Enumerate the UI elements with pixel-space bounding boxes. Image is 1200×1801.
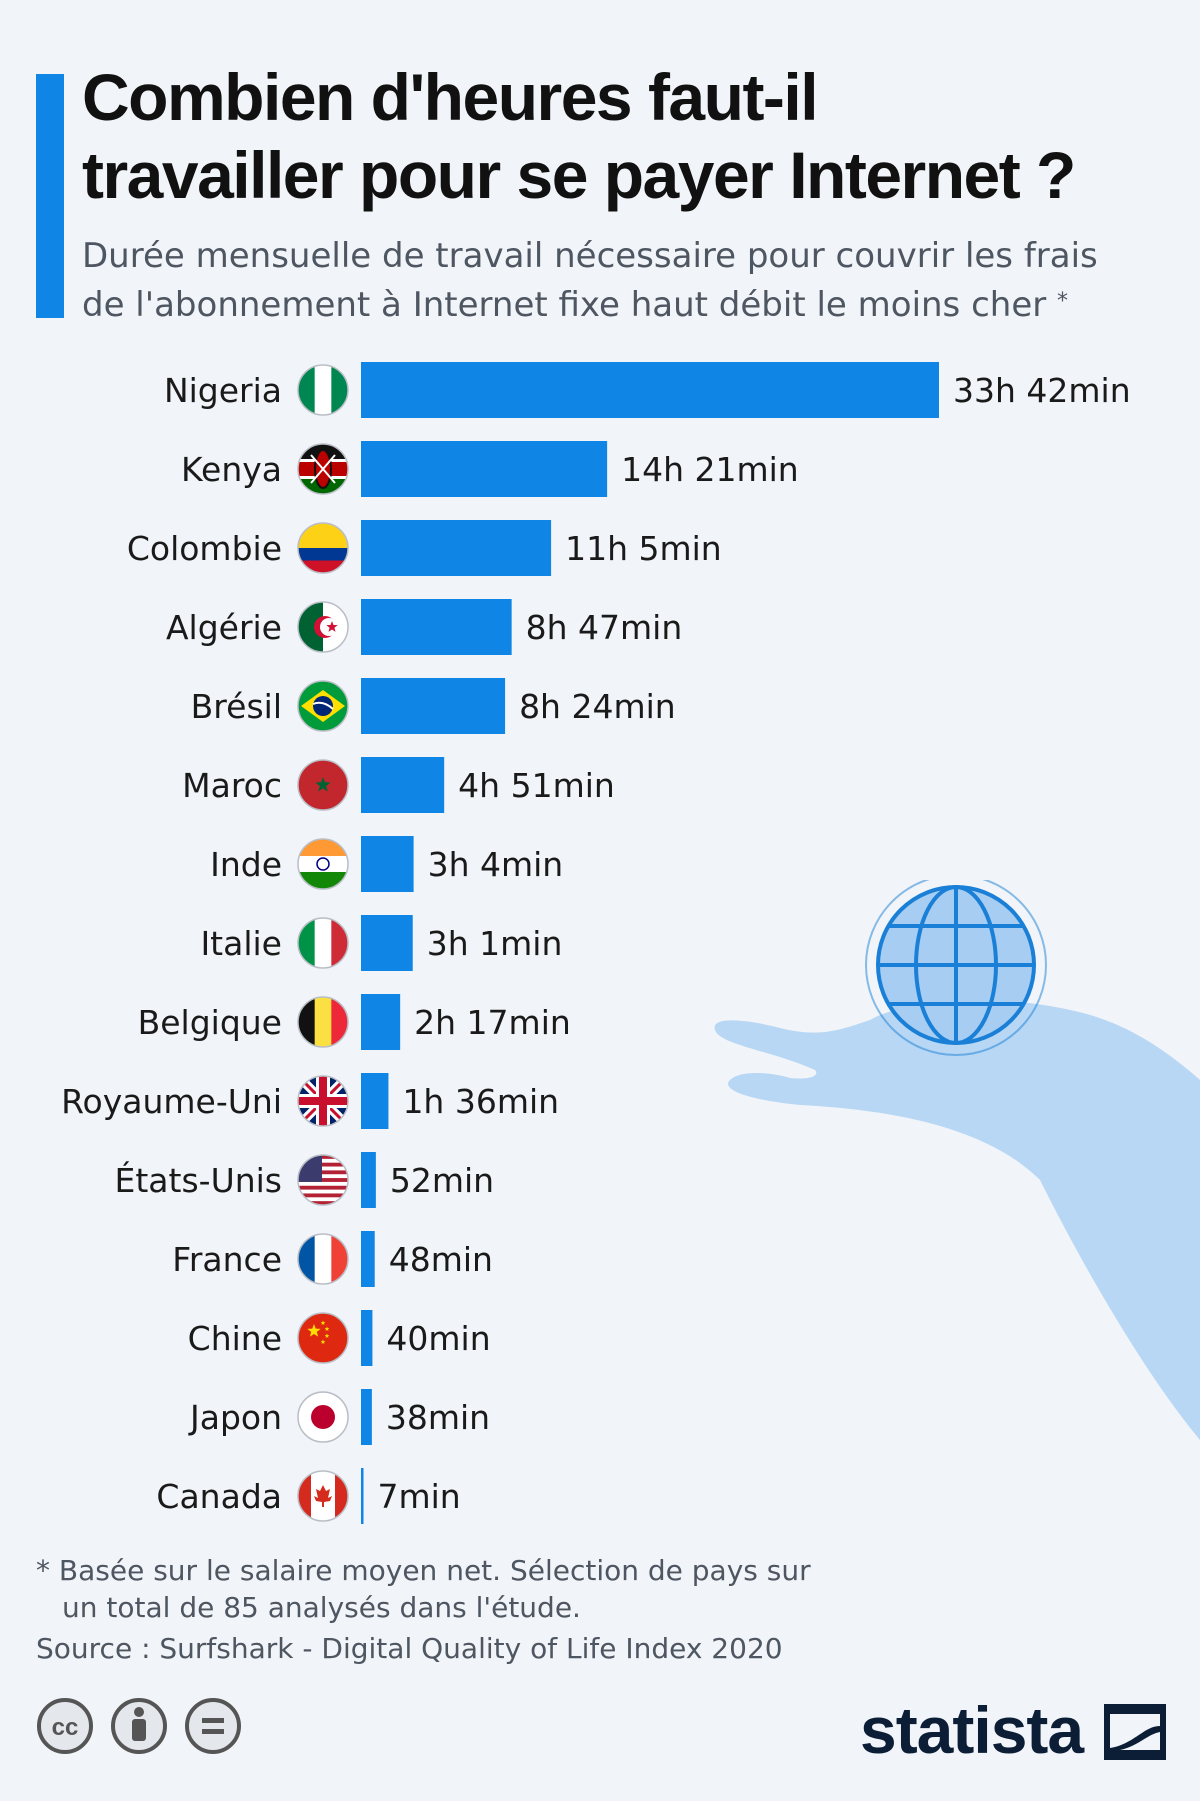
value-label-etats-unis: 52min: [390, 1161, 494, 1200]
bar-belgique: [361, 994, 401, 1050]
page-title: Combien d'heures faut-il travailler pour…: [82, 58, 1182, 214]
bar-kenya: [361, 441, 608, 497]
value-label-royaume-uni: 1h 36min: [402, 1082, 559, 1121]
value-label-inde: 3h 4min: [428, 845, 564, 884]
bar-algerie: [361, 599, 512, 655]
bar-chine: [361, 1310, 373, 1366]
value-label-belgique: 2h 17min: [414, 1003, 571, 1042]
country-label-chine: Chine: [188, 1319, 282, 1358]
country-label-canada: Canada: [156, 1477, 282, 1516]
bar-row-etats-unis: États-Unis 52min: [115, 1152, 494, 1208]
country-label-kenya: Kenya: [181, 450, 282, 489]
subtitle: Durée mensuelle de travail nécessaire po…: [82, 232, 1182, 330]
subtitle-asterisk: *: [1057, 289, 1069, 314]
bar-royaume-uni: [361, 1073, 389, 1129]
bar-italie: [361, 915, 413, 971]
flag-brazil-icon: [297, 680, 349, 732]
value-label-japon: 38min: [386, 1398, 490, 1437]
bar-row-inde: Inde 3h 4min: [210, 836, 563, 892]
country-label-colombie: Colombie: [127, 529, 282, 568]
svg-text:cc: cc: [52, 1714, 79, 1741]
value-label-bresil: 8h 24min: [519, 687, 676, 726]
statista-mark-icon: [1104, 1704, 1166, 1760]
accent-bar: [36, 74, 64, 318]
bar-france: [361, 1231, 375, 1287]
flag-china-icon: [297, 1312, 349, 1364]
country-label-etats-unis: États-Unis: [115, 1160, 282, 1200]
cc-icon[interactable]: cc: [37, 1698, 93, 1754]
statista-logo[interactable]: statista: [860, 1693, 1084, 1767]
flag-kenya-icon: [297, 443, 349, 495]
flag-usa-icon: [297, 1154, 349, 1206]
bar-row-nigeria: Nigeria 33h 42min: [164, 362, 1131, 418]
country-label-italie: Italie: [200, 924, 282, 963]
no-derivatives-icon[interactable]: [185, 1698, 241, 1754]
country-label-france: France: [172, 1240, 282, 1279]
value-label-italie: 3h 1min: [427, 924, 563, 963]
bar-row-italie: Italie 3h 1min: [200, 915, 562, 971]
flag-france-icon: [297, 1233, 349, 1285]
value-label-canada: 7min: [378, 1477, 461, 1516]
country-label-royaume-uni: Royaume-Uni: [61, 1082, 282, 1121]
country-label-japon: Japon: [188, 1398, 282, 1437]
bar-row-colombie: Colombie 11h 5min: [127, 520, 722, 576]
license-icons: cc: [37, 1698, 241, 1754]
bar-row-belgique: Belgique 2h 17min: [138, 994, 571, 1050]
bar-colombie: [361, 520, 552, 576]
bar-etats-unis: [361, 1152, 376, 1208]
country-label-belgique: Belgique: [138, 1003, 282, 1042]
subtitle-line-1: Durée mensuelle de travail nécessaire po…: [82, 236, 1098, 276]
source-text: Source : Surfshark - Digital Quality of …: [36, 1632, 783, 1665]
country-label-bresil: Brésil: [191, 687, 282, 726]
flag-nigeria-icon: [297, 364, 349, 416]
bar-inde: [361, 836, 414, 892]
bar-row-japon: Japon 38min: [188, 1389, 490, 1445]
subtitle-line-2-text: de l'abonnement à Internet fixe haut déb…: [82, 285, 1047, 325]
flag-italy-icon: [297, 917, 349, 969]
value-label-algerie: 8h 47min: [526, 608, 683, 647]
bar-canada: [361, 1468, 364, 1524]
country-label-algerie: Algérie: [166, 608, 282, 647]
value-label-nigeria: 33h 42min: [953, 371, 1131, 410]
value-label-maroc: 4h 51min: [458, 766, 615, 805]
bar-row-royaume-uni: Royaume-Uni 1h 36min: [61, 1073, 559, 1129]
footnote-line-1: * Basée sur le salaire moyen net. Sélect…: [36, 1554, 811, 1587]
bar-row-kenya: Kenya 14h 21min: [181, 441, 799, 497]
flag-india-icon: [297, 838, 349, 890]
hand-icon: [714, 1000, 1200, 1440]
value-label-france: 48min: [389, 1240, 493, 1279]
globe-icon: [865, 880, 1047, 1056]
flag-algeria-icon: [297, 601, 349, 653]
bar-nigeria: [361, 362, 939, 418]
flag-colombia-icon: [297, 522, 349, 574]
title-line-2: travailler pour se payer Internet ?: [82, 138, 1076, 212]
bar-japon: [361, 1389, 372, 1445]
footnote-line-2: un total de 85 analysés dans l'étude.: [62, 1591, 581, 1624]
bar-row-maroc: Maroc 4h 51min: [182, 757, 615, 813]
value-label-chine: 40min: [386, 1319, 490, 1358]
bar-row-algerie: Algérie 8h 47min: [166, 599, 682, 655]
flag-uk-icon: [297, 1075, 349, 1127]
bar-bresil: [361, 678, 506, 734]
flag-japan-icon: [297, 1391, 349, 1443]
value-label-kenya: 14h 21min: [621, 450, 799, 489]
country-label-maroc: Maroc: [182, 766, 282, 805]
attribution-icon[interactable]: [111, 1698, 167, 1754]
flag-belgium-icon: [297, 996, 349, 1048]
globe-hand-illustration: [714, 880, 1200, 1440]
subtitle-line-2: de l'abonnement à Internet fixe haut déb…: [82, 281, 1182, 330]
bar-chart: Nigeria 33h 42min Kenya 14h 21min Colombie 11…: [61, 362, 1131, 1524]
flag-canada-icon: [297, 1470, 349, 1522]
bar-row-canada: Canada 7min: [156, 1468, 461, 1524]
bar-row-chine: Chine 40min: [188, 1310, 491, 1366]
footnote: * Basée sur le salaire moyen net. Sélect…: [36, 1552, 856, 1626]
title-line-1: Combien d'heures faut-il: [82, 60, 819, 134]
bar-row-bresil: Brésil 8h 24min: [191, 678, 676, 734]
country-label-inde: Inde: [210, 845, 282, 884]
bar-row-france: France 48min: [172, 1231, 493, 1287]
country-label-nigeria: Nigeria: [164, 371, 282, 410]
bar-maroc: [361, 757, 445, 813]
flag-morocco-icon: [297, 759, 349, 811]
value-label-colombie: 11h 5min: [565, 529, 722, 568]
